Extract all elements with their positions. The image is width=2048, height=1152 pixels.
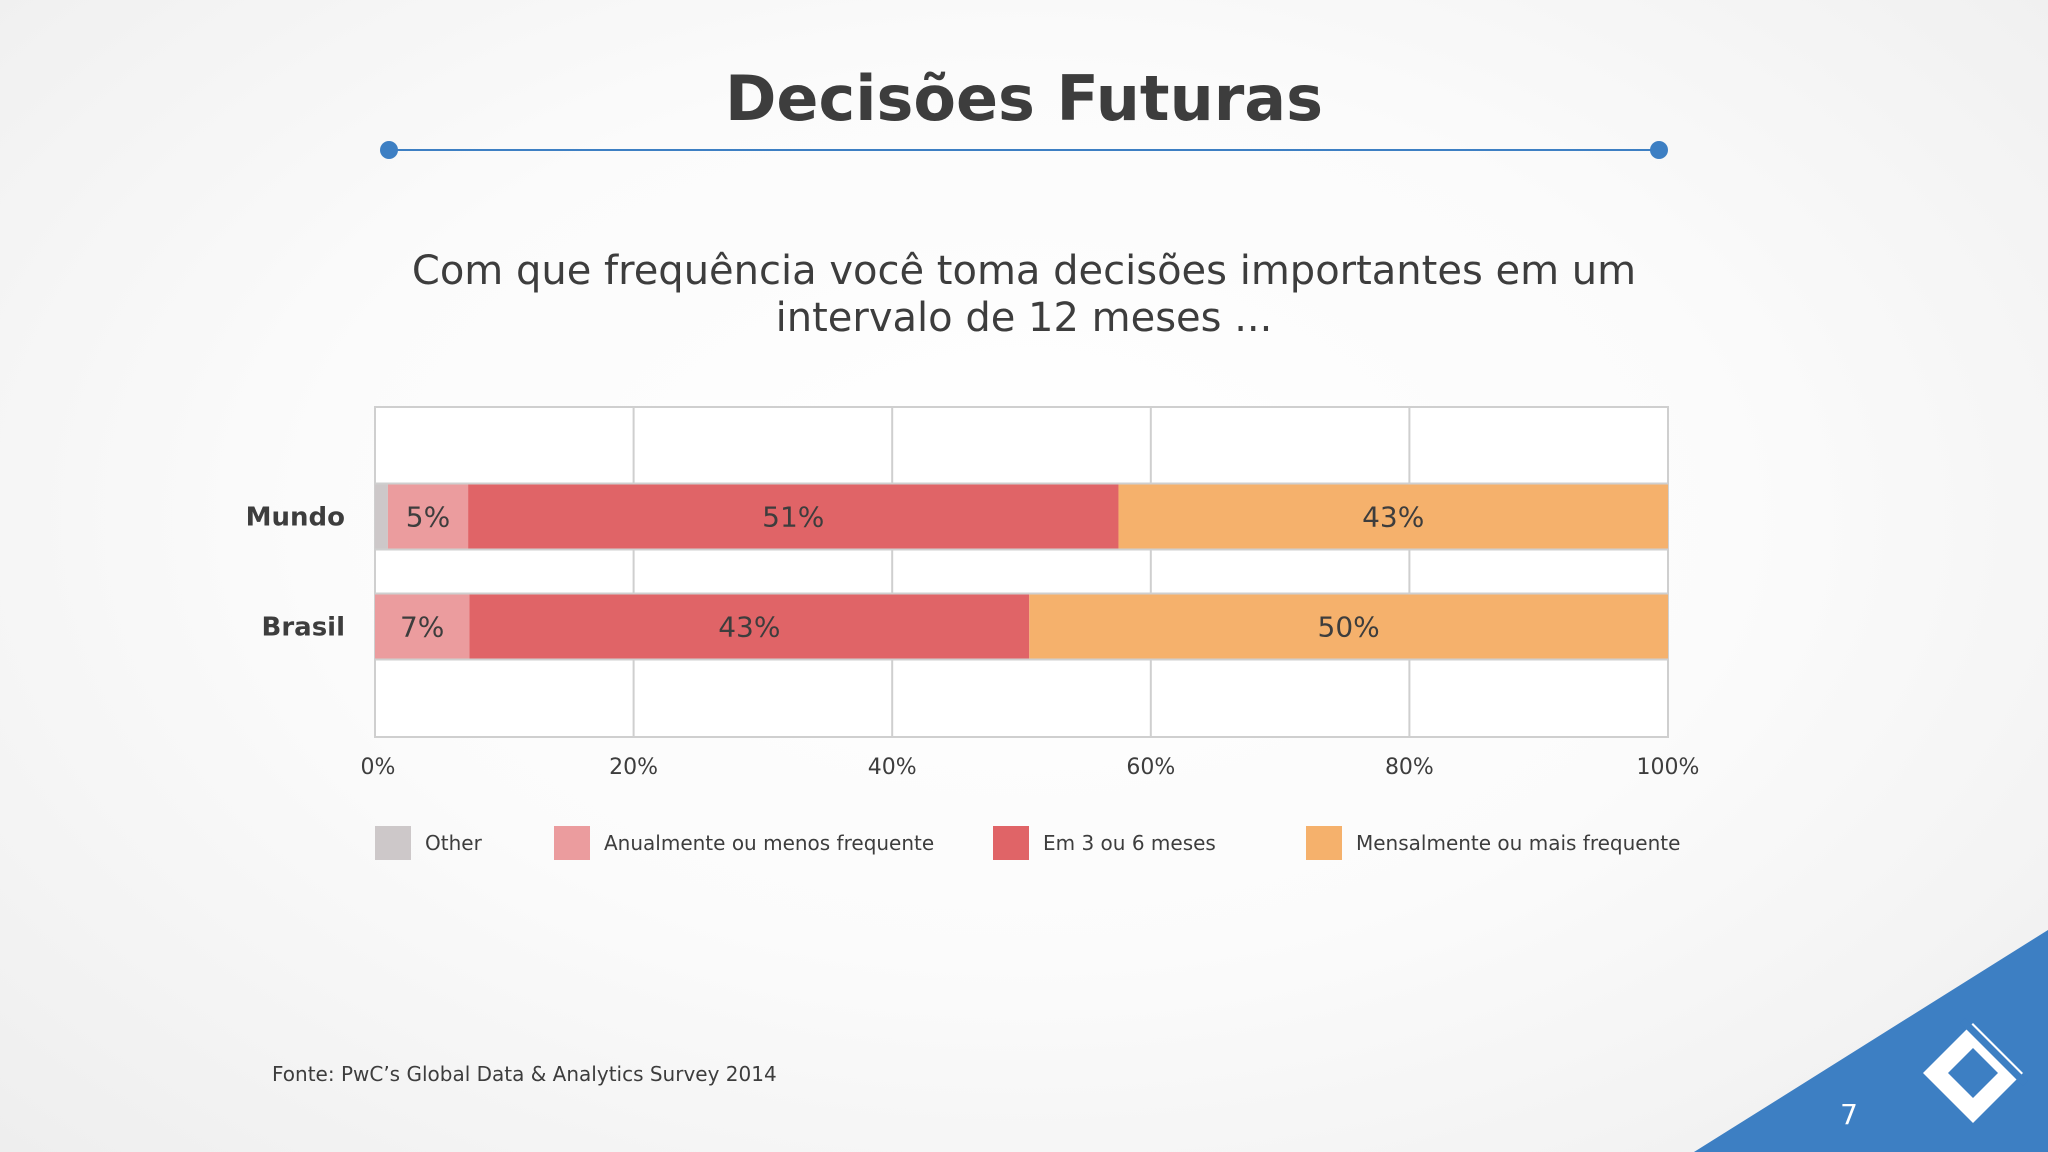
x-tick-label: 20%	[609, 755, 658, 780]
data-label: 50%	[1318, 611, 1380, 644]
stacked-bar-chart: 0% 20% 40% 60% 80% 100% Mundo 5% 51% 43% Brasil 7% 4…	[246, 406, 1700, 860]
data-label: 7%	[400, 611, 444, 644]
plot-area	[374, 406, 1669, 738]
legend-swatch	[554, 826, 590, 860]
page-number: 7	[1840, 1098, 1858, 1131]
legend-label: Mensalmente ou mais frequente	[1356, 831, 1680, 855]
data-label: 43%	[1362, 501, 1424, 534]
legend-label: Anualmente ou menos frequente	[604, 831, 934, 855]
slide-title: Decisões Futuras	[724, 62, 1324, 135]
bar-segment	[1029, 594, 1668, 659]
x-tick-label: 60%	[1126, 755, 1175, 780]
x-tick-label: 0%	[361, 755, 396, 780]
bar-segment	[375, 484, 388, 549]
category-label: Mundo	[246, 503, 345, 533]
source-note: Fonte: PwC’s Global Data & Analytics Sur…	[272, 1062, 777, 1086]
legend-swatch	[993, 826, 1029, 860]
diamond-logo-icon	[1914, 1016, 2032, 1134]
x-tick-label: 80%	[1385, 755, 1434, 780]
data-label: 43%	[718, 611, 780, 644]
legend-swatch	[375, 826, 411, 860]
title-divider	[380, 141, 1668, 159]
bar-segment	[387, 484, 469, 549]
data-label: 5%	[406, 501, 450, 534]
data-label: 51%	[762, 501, 824, 534]
bar-segment	[375, 594, 470, 659]
bar-segment	[469, 594, 1030, 659]
legend-label: Other	[425, 831, 483, 855]
category-label: Brasil	[262, 613, 345, 643]
bar-segment	[468, 484, 1119, 549]
chart-question: Com que frequência você toma decisões im…	[411, 248, 1637, 341]
legend-swatch	[1306, 826, 1342, 860]
legend-label: Em 3 ou 6 meses	[1043, 831, 1216, 855]
x-tick-label: 100%	[1637, 755, 1700, 780]
bar-segment	[1118, 484, 1668, 549]
x-tick-label: 40%	[868, 755, 917, 780]
